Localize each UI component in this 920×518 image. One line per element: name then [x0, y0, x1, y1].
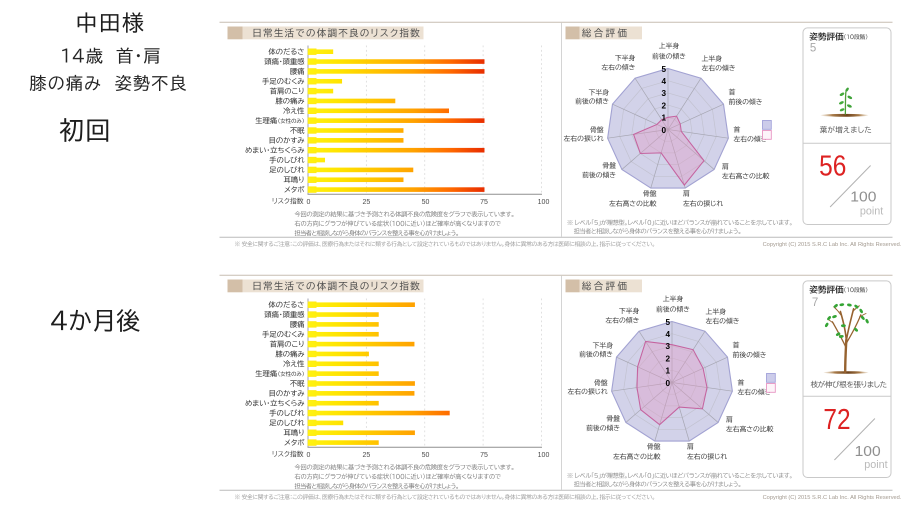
svg-text:2: 2	[665, 354, 670, 363]
svg-text:100: 100	[538, 452, 550, 459]
svg-text:100: 100	[855, 444, 881, 460]
svg-text:25: 25	[363, 199, 371, 206]
svg-text:3: 3	[661, 89, 666, 98]
svg-text:5: 5	[810, 43, 816, 55]
svg-text:0: 0	[661, 126, 666, 135]
svg-text:7: 7	[812, 297, 818, 309]
svg-text:1: 1	[665, 367, 670, 376]
svg-text:2: 2	[661, 101, 666, 110]
svg-text:3: 3	[665, 342, 670, 351]
svg-text:4: 4	[665, 330, 670, 339]
svg-text:1: 1	[661, 114, 666, 123]
svg-text:5: 5	[661, 65, 666, 74]
svg-text:100: 100	[538, 199, 550, 206]
svg-text:50: 50	[422, 452, 430, 459]
svg-text:0: 0	[665, 379, 670, 388]
svg-text:point: point	[860, 205, 883, 217]
svg-text:5: 5	[665, 318, 670, 327]
svg-text:0: 0	[307, 199, 311, 206]
svg-text:Copyright (C) 2015 S.R.C Lab I: Copyright (C) 2015 S.R.C Lab Inc. All Ri…	[763, 242, 902, 248]
svg-text:Copyright (C) 2015 S.R.C Lab I: Copyright (C) 2015 S.R.C Lab Inc. All Ri…	[763, 495, 902, 501]
svg-text:75: 75	[480, 452, 488, 459]
svg-text:50: 50	[422, 199, 430, 206]
svg-text:100: 100	[850, 190, 876, 206]
svg-text:56: 56	[819, 151, 846, 183]
svg-text:point: point	[864, 459, 887, 471]
svg-text:0: 0	[307, 452, 311, 459]
svg-text:4: 4	[661, 77, 666, 86]
svg-text:75: 75	[480, 199, 488, 206]
svg-text:25: 25	[363, 452, 371, 459]
svg-text:72: 72	[823, 404, 850, 436]
